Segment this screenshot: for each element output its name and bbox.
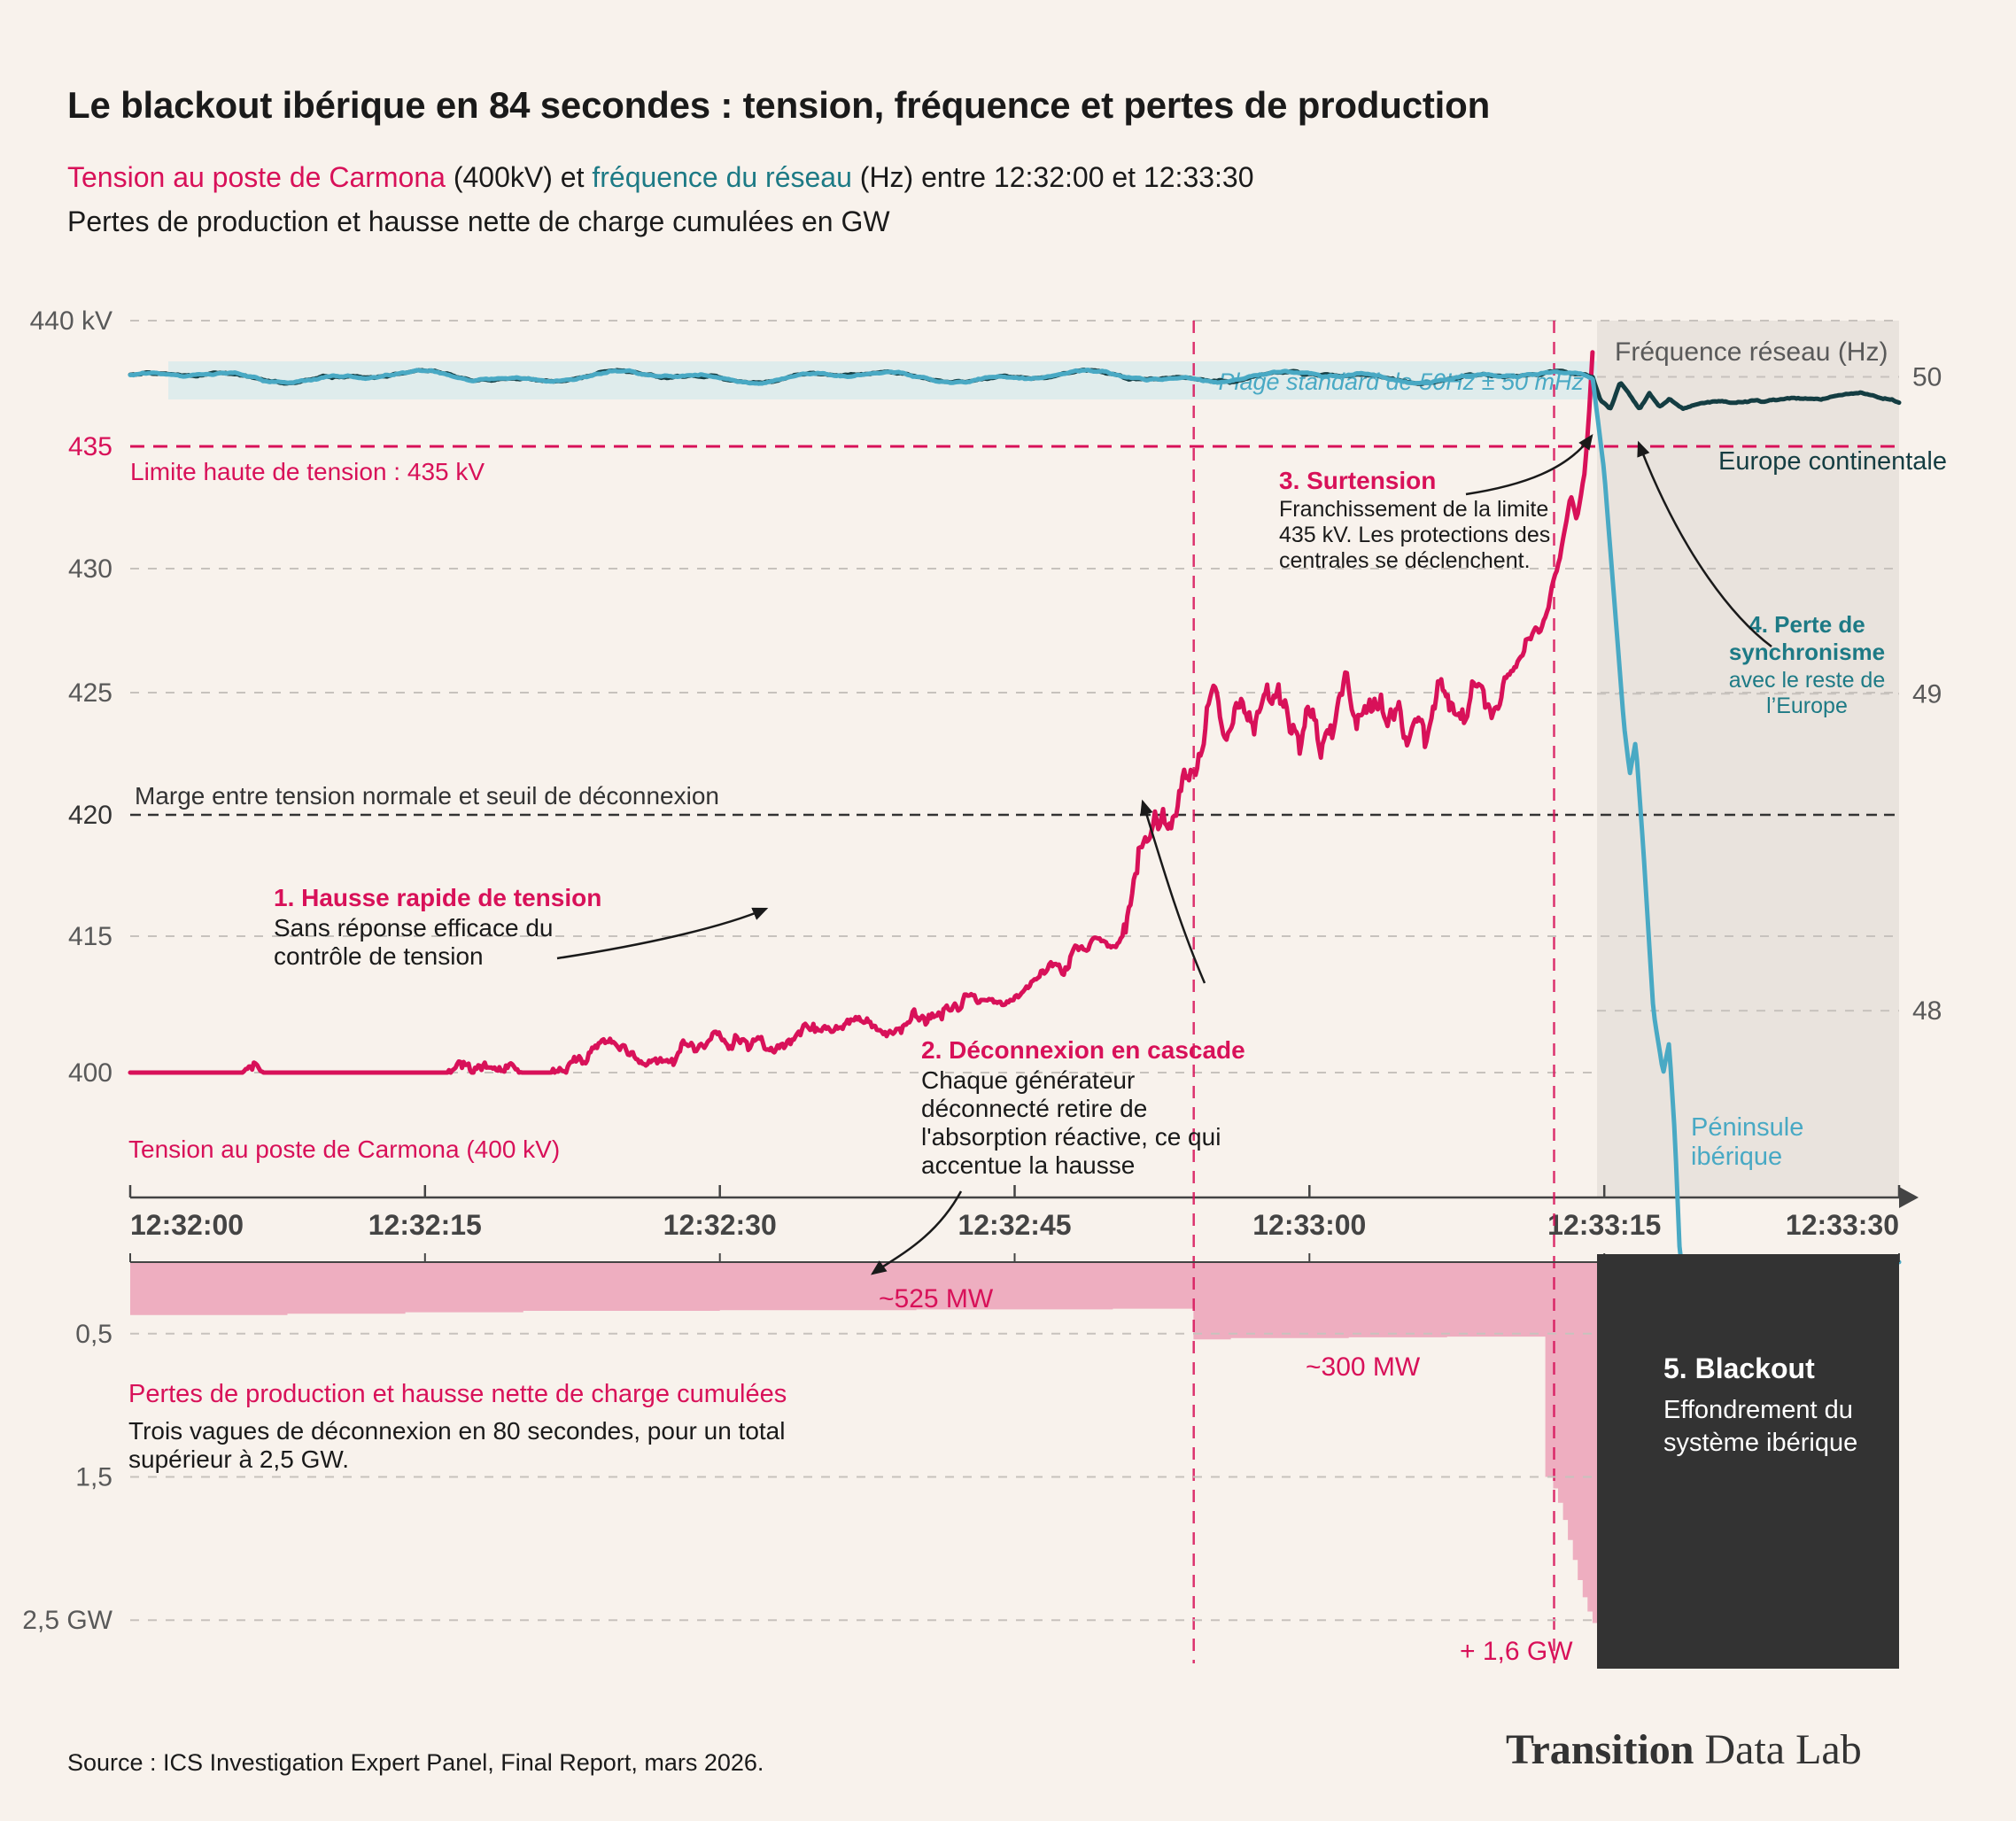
svg-text:+ 1,6 GW: + 1,6 GW xyxy=(1460,1637,1573,1666)
svg-text:2,5 GW: 2,5 GW xyxy=(22,1606,112,1635)
svg-text:0,5: 0,5 xyxy=(75,1320,112,1349)
svg-text:12:33:00: 12:33:00 xyxy=(1252,1209,1366,1241)
svg-text:~525 MW: ~525 MW xyxy=(879,1284,994,1313)
svg-text:12:33:15: 12:33:15 xyxy=(1547,1209,1661,1241)
svg-text:415: 415 xyxy=(68,922,112,951)
svg-text:425: 425 xyxy=(68,678,112,708)
svg-text:5. Blackout: 5. Blackout xyxy=(1663,1352,1815,1384)
svg-text:420: 420 xyxy=(68,801,112,830)
svg-text:Marge entre tension normale et: Marge entre tension normale et seuil de … xyxy=(135,782,719,810)
svg-text:1,5: 1,5 xyxy=(75,1463,112,1492)
svg-text:12:33:30: 12:33:30 xyxy=(1786,1209,1899,1241)
svg-text:12:32:00: 12:32:00 xyxy=(130,1209,244,1241)
svg-text:49: 49 xyxy=(1912,679,1942,709)
svg-text:400: 400 xyxy=(68,1058,112,1088)
svg-text:50: 50 xyxy=(1912,363,1942,392)
svg-text:Fréquence réseau (Hz): Fréquence réseau (Hz) xyxy=(1615,337,1888,367)
svg-text:435: 435 xyxy=(68,432,112,461)
svg-text:Limite haute de tension : 435: Limite haute de tension : 435 kV xyxy=(130,458,485,485)
svg-text:12:32:45: 12:32:45 xyxy=(958,1209,1071,1241)
svg-text:12:32:30: 12:32:30 xyxy=(663,1209,777,1241)
svg-text:Effondrement du: Effondrement du xyxy=(1663,1396,1853,1424)
svg-text:système ibérique: système ibérique xyxy=(1663,1429,1857,1457)
svg-text:~300 MW: ~300 MW xyxy=(1306,1352,1421,1382)
svg-text:440 kV: 440 kV xyxy=(30,306,112,336)
svg-text:48: 48 xyxy=(1912,996,1942,1026)
svg-text:430: 430 xyxy=(68,554,112,584)
svg-text:12:32:15: 12:32:15 xyxy=(368,1209,482,1241)
